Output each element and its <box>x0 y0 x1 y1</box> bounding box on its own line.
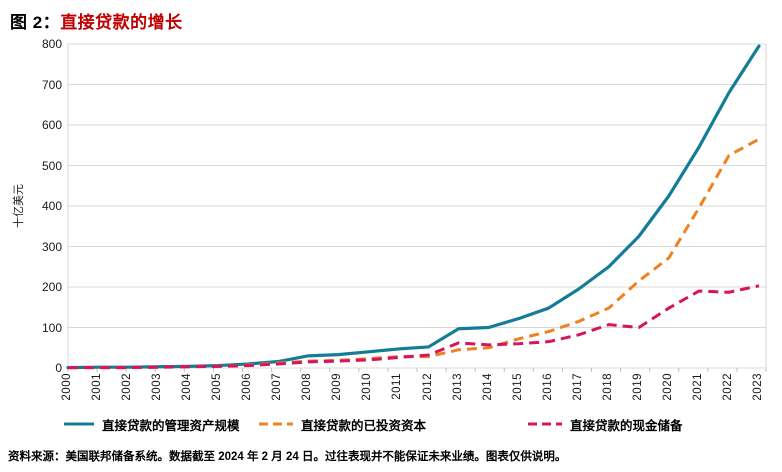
aum-line-swatch-icon <box>64 422 94 426</box>
y-axis-tick-label: 0 <box>55 361 62 375</box>
x-axis-year-label: 2016 <box>541 373 554 401</box>
series-line-0 <box>66 44 761 370</box>
x-axis-year-label: 2009 <box>331 373 344 401</box>
y-axis-title: 十亿美元 <box>13 184 25 228</box>
y-axis-tick-label: 500 <box>41 158 62 173</box>
x-axis-year-label: 2015 <box>511 373 524 401</box>
legend-item-reserve: 直接贷款的现金储备 <box>527 414 683 434</box>
x-axis-year-label: 2011 <box>391 373 404 400</box>
x-axis-year-label: 2006 <box>241 373 254 401</box>
y-axis-tick-label: 600 <box>41 118 62 132</box>
y-axis-tick-label: 800 <box>41 37 62 51</box>
chart-legend: 直接贷款的管理资产规模 直接贷款的已投资资本 直接贷款的现金储备 <box>0 414 782 434</box>
y-axis-tick-label: 300 <box>41 239 62 254</box>
y-axis-tick-label: 400 <box>41 199 62 213</box>
x-axis-year-label: 2017 <box>571 373 584 401</box>
legend-label-aum: 直接贷款的管理资产规模 <box>102 418 240 433</box>
x-axis-year-label: 2003 <box>151 373 164 401</box>
x-axis-year-label: 2021 <box>691 373 704 401</box>
y-axis-tick-label: 200 <box>41 280 62 294</box>
source-note: 资料来源：美国联邦储备系统。数据截至 2024 年 2 月 24 日。过往表现并… <box>8 451 567 463</box>
legend-item-invested: 直接贷款的已投资资本 <box>258 414 426 434</box>
y-axis-tick-label: 700 <box>41 77 62 92</box>
x-axis-year-label: 2018 <box>601 373 614 401</box>
legend-label-reserve: 直接贷款的现金储备 <box>570 418 683 433</box>
x-axis-year-label: 2001 <box>91 373 104 401</box>
x-axis-year-label: 2022 <box>721 373 734 401</box>
x-axis-year-label: 2004 <box>181 373 194 401</box>
legend-item-aum: 直接贷款的管理资产规模 <box>63 414 240 434</box>
x-axis-year-label: 2000 <box>61 373 73 401</box>
x-axis-year-label: 2014 <box>481 373 494 401</box>
x-axis-year-label: 2019 <box>631 373 644 401</box>
invested-line-swatch-icon <box>259 422 293 426</box>
x-axis-year-label: 2023 <box>752 373 764 401</box>
x-axis-year-label: 2005 <box>211 373 224 401</box>
y-axis-tick-label: 100 <box>41 320 62 335</box>
chart-title-prefix: 图 2： <box>10 13 61 32</box>
reserve-line-swatch-icon <box>528 422 562 426</box>
series-line-1 <box>68 137 760 370</box>
x-axis-year-label: 2020 <box>661 373 674 401</box>
x-axis-year-label: 2007 <box>271 373 284 401</box>
x-axis-year-label: 2013 <box>451 373 464 401</box>
x-axis-year-label: 2002 <box>121 373 134 401</box>
x-axis-year-label: 2012 <box>421 373 434 401</box>
x-axis-year-label: 2008 <box>301 373 314 401</box>
series-line-2 <box>68 284 760 370</box>
x-axis-year-label: 2010 <box>361 373 374 401</box>
legend-label-invested: 直接贷款的已投资资本 <box>301 418 427 433</box>
chart-title-main: 直接贷款的增长 <box>60 13 183 32</box>
chart-title: 图 2：直接贷款的增长 <box>10 8 183 33</box>
